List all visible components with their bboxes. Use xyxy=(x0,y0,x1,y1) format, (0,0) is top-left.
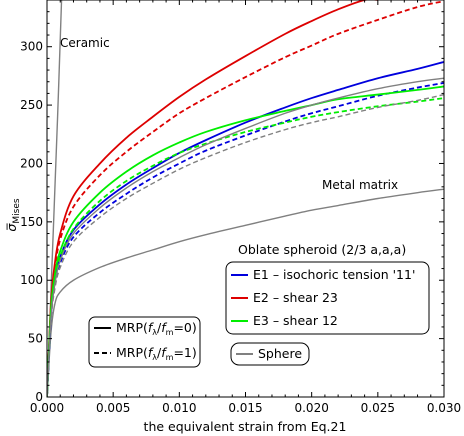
legend-load-cases-box xyxy=(225,261,430,335)
annotation-metal-matrix: Metal matrix xyxy=(322,178,398,192)
legend-label-e2: E2 – shear 23 xyxy=(253,290,338,305)
tick-layer: 0.000 0.005 0.010 0.015 0.020 0.025 0.030 0 50 10… xyxy=(20,0,461,415)
x-tick-label: 0.005 xyxy=(96,401,130,415)
legend-load-cases: E1 – isochoric tension '11' E2 – shear 2… xyxy=(225,261,430,335)
x-tick-label: 0.015 xyxy=(228,401,262,415)
y-tick-label: 250 xyxy=(20,98,43,112)
x-tick-label: 0.000 xyxy=(30,401,64,415)
y-tick-label: 100 xyxy=(20,273,43,287)
series-line-e2-mrp1 xyxy=(47,0,444,397)
y-tick-label: 300 xyxy=(20,40,43,54)
series-line-metal-matrix xyxy=(47,188,444,397)
legend-label-mrp0: MRP(fλ/fm=0) xyxy=(116,320,197,337)
y-tick-label: 50 xyxy=(28,332,43,346)
y-tick-label: 150 xyxy=(20,215,43,229)
series-line-sphere-mrp0 xyxy=(47,77,444,397)
legend-sphere: Sphere xyxy=(230,342,310,366)
series-line-e3-mrp1 xyxy=(47,97,444,397)
y-axis-label: σ̅Mises xyxy=(4,198,22,231)
legend-label-mrp1: MRP(fλ/fm=1) xyxy=(116,345,197,362)
svg-text:σ̅Mises: σ̅Mises xyxy=(4,198,22,231)
x-axis-label: the equivalent strain from Eq.21 xyxy=(144,419,347,434)
series-line-e1-mrp1 xyxy=(47,82,444,397)
x-tick-label: 0.010 xyxy=(162,401,196,415)
annotation-oblate-title: Oblate spheroid (2/3 a,a,a) xyxy=(238,242,406,257)
y-tick-label: 0 xyxy=(35,390,43,404)
y-axis-label-main: σ̅ xyxy=(4,222,19,231)
legend-models: MRP(fλ/fm=0) MRP(fλ/fm=1) xyxy=(88,316,201,368)
series-line-e2-mrp0 xyxy=(47,0,378,397)
x-tick-label: 0.025 xyxy=(361,401,395,415)
legend-label-sphere: Sphere xyxy=(258,346,302,361)
legend-label-e3: E3 – shear 12 xyxy=(253,313,338,328)
x-tick-label: 0.020 xyxy=(294,401,328,415)
legend-models-box xyxy=(88,316,201,368)
x-tick-label: 0.030 xyxy=(427,401,461,415)
series-layer xyxy=(47,0,444,397)
legend-label-e1: E1 – isochoric tension '11' xyxy=(253,267,415,282)
series-line-e3-mrp0 xyxy=(47,85,444,397)
legend-sphere-box xyxy=(230,342,310,366)
series-line-sphere-mrp1 xyxy=(47,93,444,397)
y-axis-label-sub: Mises xyxy=(12,198,22,223)
annotation-ceramic: Ceramic xyxy=(60,36,110,50)
y-tick-label: 200 xyxy=(20,156,43,170)
